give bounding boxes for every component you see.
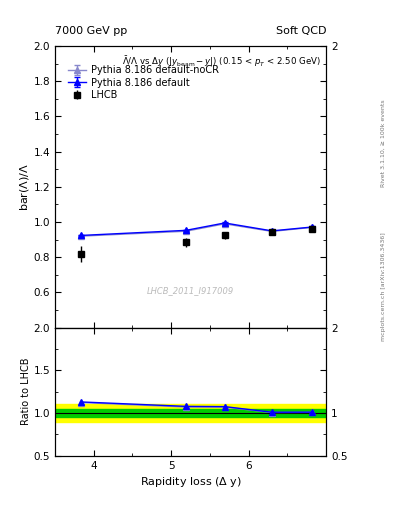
- Text: mcplots.cern.ch [arXiv:1306.3436]: mcplots.cern.ch [arXiv:1306.3436]: [381, 232, 386, 341]
- Text: $\bar{\Lambda}/\Lambda$ vs $\Delta y$ ($|y_{\mathrm{beam}}-y|$) (0.15 < $p_T$ < : $\bar{\Lambda}/\Lambda$ vs $\Delta y$ ($…: [122, 55, 321, 69]
- Y-axis label: Ratio to LHCB: Ratio to LHCB: [21, 358, 31, 425]
- Y-axis label: bar($\Lambda$)/$\Lambda$: bar($\Lambda$)/$\Lambda$: [18, 163, 31, 211]
- Bar: [55, 404, 326, 421]
- Bar: [55, 409, 326, 417]
- Text: 7000 GeV pp: 7000 GeV pp: [55, 26, 127, 36]
- X-axis label: Rapidity loss ($\Delta$ y): Rapidity loss ($\Delta$ y): [140, 475, 242, 489]
- Text: Rivet 3.1.10, ≥ 100k events: Rivet 3.1.10, ≥ 100k events: [381, 99, 386, 187]
- Text: LHCB_2011_I917009: LHCB_2011_I917009: [147, 287, 234, 295]
- Text: Soft QCD: Soft QCD: [276, 26, 326, 36]
- Legend: Pythia 8.186 default-noCR, Pythia 8.186 default, LHCB: Pythia 8.186 default-noCR, Pythia 8.186 …: [65, 62, 222, 103]
